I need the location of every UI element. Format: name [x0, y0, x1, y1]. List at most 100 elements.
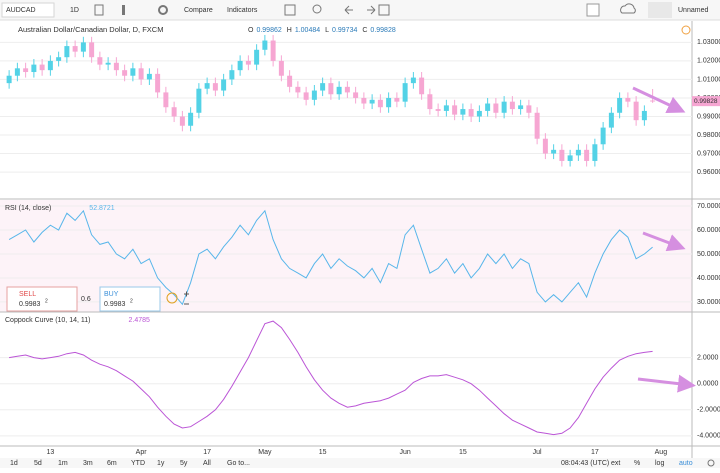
x-tick-label: 15 — [459, 449, 467, 456]
sell-box[interactable] — [6, 286, 78, 312]
settings-icon[interactable] — [158, 5, 168, 15]
candle-body — [402, 83, 408, 102]
candle-body — [361, 97, 367, 104]
range-button[interactable]: 1y — [157, 460, 165, 467]
candle-body — [518, 105, 524, 110]
compare-button[interactable]: Compare — [184, 7, 213, 14]
candle-body — [89, 42, 95, 58]
buy-price[interactable]: 0.9983 — [104, 301, 126, 308]
chart-title: Australian Dollar/Canadian Dollar, D, FX… — [18, 25, 163, 34]
template-icon[interactable] — [284, 4, 296, 16]
toolbar — [0, 0, 720, 20]
fullscreen-icon[interactable] — [378, 4, 390, 16]
candle-body — [196, 88, 202, 113]
candle-body — [287, 75, 293, 87]
candle-body — [39, 64, 45, 71]
color-icon[interactable] — [586, 3, 600, 17]
candle-body — [212, 83, 218, 91]
candle-body — [344, 86, 350, 93]
candle-body — [575, 149, 581, 156]
pane-value: 52.8721 — [89, 205, 114, 212]
candle-body — [369, 99, 375, 104]
candle-body — [551, 149, 557, 154]
bottom-bar — [0, 458, 720, 468]
arrow-drawing[interactable] — [642, 231, 686, 252]
save-button[interactable] — [648, 2, 672, 18]
ohlc-label: C — [362, 27, 367, 34]
more-icon[interactable] — [94, 4, 104, 16]
range-button[interactable]: 6m — [107, 460, 117, 467]
zoom-controls[interactable] — [184, 291, 189, 305]
symbol-box[interactable] — [1, 2, 55, 18]
series-line — [8, 209, 653, 306]
candle-body — [377, 99, 383, 108]
redo-icon[interactable] — [367, 5, 376, 15]
arrow-drawing[interactable] — [632, 86, 686, 114]
sell-pip[interactable]: 2 — [45, 298, 48, 304]
arrow-drawing[interactable] — [637, 374, 696, 393]
plot-layer: 13 Apr 17 May 15 Jun 15 Jul 17 Aug 0.96000 0.97000 0… — [0, 25, 720, 456]
candle-body — [394, 97, 400, 102]
range-button[interactable]: 3m — [83, 460, 93, 467]
interval[interactable]: 1D — [70, 7, 79, 14]
candle-body — [146, 73, 152, 80]
undo-icon[interactable] — [344, 5, 353, 15]
candle-body — [97, 57, 103, 65]
range-button[interactable]: All — [203, 460, 211, 467]
candle-body — [138, 68, 144, 80]
x-tick-label: May — [258, 449, 272, 456]
sell-label[interactable]: SELL — [19, 291, 36, 298]
candle-body — [311, 90, 317, 100]
range-button[interactable]: 1m — [58, 460, 68, 467]
candle-body — [427, 94, 433, 110]
range-button[interactable]: 5y — [180, 460, 188, 467]
candle-body — [353, 92, 359, 98]
range-button[interactable]: 1d — [10, 460, 18, 467]
option-button[interactable]: log — [655, 460, 664, 467]
candle-body — [105, 62, 111, 65]
layout-name[interactable]: Unnamed — [678, 7, 708, 14]
cloud-icon[interactable] — [620, 3, 636, 14]
buy-box[interactable] — [99, 286, 161, 312]
candle-body — [188, 112, 194, 126]
option-button[interactable]: auto — [679, 460, 693, 467]
candle-body — [56, 57, 62, 61]
candle-icon[interactable] — [122, 5, 125, 15]
y-tick-label: 50.0000 — [697, 251, 720, 258]
candle-body — [221, 79, 227, 91]
candle-body — [6, 75, 12, 84]
candle-body — [122, 70, 128, 76]
range-button[interactable]: 5d — [34, 460, 42, 467]
candle-body — [608, 112, 614, 128]
candle-body — [435, 109, 441, 111]
ohlc-value: 1.00484 — [295, 27, 320, 34]
info-icon[interactable] — [166, 292, 178, 304]
option-button[interactable]: % — [634, 460, 640, 467]
option-button[interactable]: ext — [611, 460, 620, 467]
buy-label[interactable]: BUY — [104, 291, 119, 298]
indicators-button[interactable]: Indicators — [227, 7, 258, 14]
range-button[interactable]: YTD — [131, 460, 145, 467]
x-tick-label: Apr — [136, 449, 148, 456]
candle-body — [204, 83, 210, 89]
candle-body — [245, 60, 251, 65]
symbol[interactable]: AUDCAD — [6, 7, 36, 14]
x-tick-label: 13 — [46, 449, 54, 456]
sell-price[interactable]: 0.9983 — [19, 301, 41, 308]
buy-pip[interactable]: 2 — [130, 298, 133, 304]
clock-icon[interactable] — [681, 25, 691, 35]
candle-body — [278, 60, 284, 76]
settings-icon[interactable] — [707, 459, 715, 467]
last-price-box — [692, 96, 720, 107]
alert-icon[interactable] — [312, 4, 322, 14]
y-tick-label: 0.0000 — [697, 381, 719, 388]
y-tick-label: 0.98000 — [697, 132, 720, 139]
candle-body — [501, 101, 507, 113]
x-tick-label: 15 — [319, 449, 327, 456]
y-tick-label: 0.97000 — [697, 150, 720, 157]
goto-button[interactable]: Go to... — [227, 460, 250, 467]
candle-body — [509, 101, 515, 110]
candle-body — [254, 49, 260, 65]
candle-body — [262, 40, 268, 50]
